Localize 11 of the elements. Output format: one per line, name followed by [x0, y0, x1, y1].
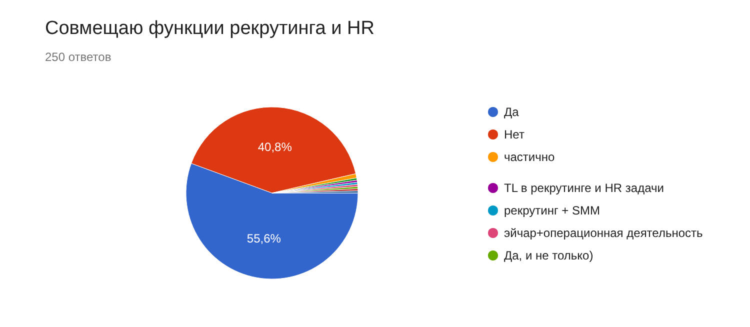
- data-label: 40,8%: [258, 140, 292, 154]
- legend-label: рекрутинг + SMM: [504, 204, 600, 218]
- legend-label: Да, и не только): [504, 248, 594, 262]
- chart-title: Совмещаю функции рекрутинга и HR: [45, 18, 374, 39]
- legend-label: эйчар+операционная деятельность: [504, 226, 703, 240]
- legend-label: частично: [504, 150, 556, 164]
- legend-label: TL в рекрутинге и HR задачи: [504, 181, 664, 195]
- text: 250 ответов: [45, 50, 112, 64]
- legend-label: Да: [504, 105, 520, 119]
- data-label: 55,6%: [246, 231, 282, 246]
- legend-label: Нет: [504, 128, 525, 142]
